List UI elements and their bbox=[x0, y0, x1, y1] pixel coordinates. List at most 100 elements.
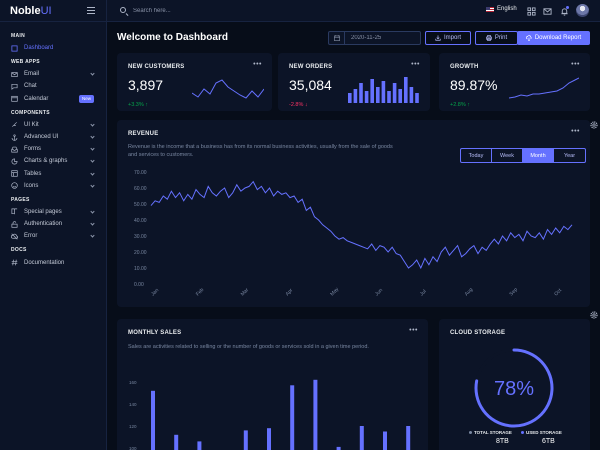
x-tick-label: Mar bbox=[240, 287, 251, 298]
sidebar-item-error[interactable]: Error bbox=[0, 230, 106, 242]
storage-arc bbox=[474, 348, 554, 428]
card-title: NEW CUSTOMERS bbox=[128, 64, 185, 70]
monthly-sales-card: MONTHLY SALES ••• Sales are activities r… bbox=[117, 319, 428, 450]
sales-description: Sales are activities related to selling … bbox=[128, 344, 369, 350]
print-button[interactable]: Print bbox=[475, 31, 518, 45]
sidebar-item-authentication[interactable]: Authentication bbox=[0, 218, 106, 230]
import-label: Import bbox=[443, 35, 461, 41]
smile-icon bbox=[11, 182, 18, 189]
y-tick-label: 60.00 bbox=[134, 186, 147, 192]
main-content: Welcome to Dashboard Import Print Downlo… bbox=[107, 22, 600, 450]
period-month-button[interactable]: Month bbox=[523, 149, 554, 162]
sales-bar bbox=[174, 434, 179, 450]
brand[interactable]: NobleUI bbox=[0, 0, 106, 22]
used-storage-value: 6TB bbox=[542, 438, 555, 445]
sidebar-item-dashboard[interactable]: Dashboard bbox=[0, 42, 106, 54]
sidebar-item-label: UI Kit bbox=[24, 121, 39, 128]
sidebar-item-ui-kit[interactable]: UI Kit bbox=[0, 119, 106, 131]
arrow-up-icon: ↑ bbox=[467, 102, 471, 108]
user-avatar[interactable] bbox=[576, 4, 589, 17]
page-title: Welcome to Dashboard bbox=[117, 32, 228, 43]
search-icon bbox=[120, 7, 126, 13]
import-button[interactable]: Import bbox=[425, 31, 471, 45]
book-icon bbox=[11, 208, 18, 215]
settings-gear-icon[interactable] bbox=[589, 310, 599, 320]
chevron-down-icon bbox=[90, 122, 95, 127]
customers-sparkline-line bbox=[192, 79, 264, 99]
sidebar-item-label: Chat bbox=[24, 83, 37, 90]
sidebar-item-documentation[interactable]: Documentation bbox=[0, 256, 106, 268]
revenue-card: REVENUE ••• Revenue is the income that a… bbox=[117, 120, 590, 307]
sidebar-item-special-pages[interactable]: Special pages bbox=[0, 206, 106, 218]
monthly-sales-chart: 160 140 120 100 bbox=[129, 379, 411, 450]
sidebar-item-charts-graphs[interactable]: Charts & graphs bbox=[0, 155, 106, 167]
y-tick-label: 0.00 bbox=[134, 282, 144, 288]
order-bar bbox=[404, 77, 408, 103]
sidebar-item-forms[interactable]: Forms bbox=[0, 143, 106, 155]
nav-section-title: COMPONENTS bbox=[11, 109, 50, 116]
settings-gear-icon[interactable] bbox=[589, 120, 599, 130]
sidebar: NobleUI MAIN Dashboard WEB APPS Email Chat Ca… bbox=[0, 0, 107, 450]
more-icon[interactable]: ••• bbox=[253, 61, 262, 68]
legend-dot bbox=[521, 431, 524, 434]
stat-value: 35,084 bbox=[289, 77, 332, 93]
us-flag-icon bbox=[486, 6, 494, 12]
chevron-down-icon bbox=[90, 221, 95, 226]
sidebar-item-calendar[interactable]: Calendar New bbox=[0, 93, 106, 105]
y-tick-label: 120 bbox=[129, 424, 137, 429]
stat-value: 89.87% bbox=[450, 77, 498, 93]
chevron-down-icon bbox=[90, 71, 95, 76]
period-year-button[interactable]: Year bbox=[563, 152, 576, 159]
more-icon[interactable]: ••• bbox=[571, 61, 580, 68]
period-week-button[interactable]: Week bbox=[492, 149, 523, 162]
sidebar-item-email[interactable]: Email bbox=[0, 68, 106, 80]
apps-grid-icon[interactable] bbox=[526, 6, 536, 16]
y-tick-label: 40.00 bbox=[134, 218, 147, 224]
sidebar-item-label: Dashboard bbox=[24, 45, 54, 52]
y-tick-label: 140 bbox=[129, 402, 137, 407]
stat-value: 3,897 bbox=[128, 77, 164, 93]
feather-icon bbox=[11, 121, 18, 128]
period-today-button[interactable]: Today bbox=[461, 149, 492, 162]
date-picker[interactable] bbox=[328, 31, 421, 45]
sidebar-item-chat[interactable]: Chat bbox=[0, 80, 106, 92]
mail-icon[interactable] bbox=[542, 6, 552, 16]
cloud-off-icon bbox=[11, 233, 18, 240]
date-input[interactable] bbox=[345, 35, 419, 41]
sales-bar bbox=[243, 430, 248, 450]
y-tick-label: 10.00 bbox=[134, 266, 147, 272]
printer-icon bbox=[486, 35, 492, 41]
download-report-button[interactable]: Download Report bbox=[517, 31, 590, 45]
revenue-chart: 70.00 60.00 50.00 40.00 30.00 20.00 10.00 0.00 J… bbox=[134, 170, 573, 298]
order-bar bbox=[359, 83, 363, 103]
more-icon[interactable]: ••• bbox=[411, 61, 420, 68]
chevron-down-icon bbox=[90, 158, 95, 163]
inbox-icon bbox=[11, 146, 18, 153]
sidebar-item-label: Calendar bbox=[24, 95, 49, 102]
sidebar-item-label: Charts & graphs bbox=[24, 158, 68, 165]
language-selector[interactable]: English bbox=[486, 6, 517, 12]
sales-bar bbox=[313, 379, 318, 450]
sidebar-item-tables[interactable]: Tables bbox=[0, 168, 106, 180]
menu-toggle-icon[interactable] bbox=[87, 7, 95, 14]
search-input[interactable] bbox=[133, 5, 293, 17]
brand-logo[interactable]: NobleUI bbox=[10, 4, 52, 17]
topbar: English bbox=[107, 0, 600, 22]
storage-percent: 78% bbox=[494, 378, 534, 400]
print-label: Print bbox=[494, 35, 508, 41]
chevron-down-icon bbox=[90, 146, 95, 151]
revenue-line bbox=[150, 180, 573, 270]
hash-icon bbox=[11, 259, 18, 266]
stat-change: +2.8% ↑ bbox=[450, 102, 471, 108]
calendar-icon bbox=[11, 95, 18, 102]
order-bar bbox=[387, 91, 391, 103]
sidebar-item-advanced-ui[interactable]: Advanced UI bbox=[0, 131, 106, 143]
download-icon bbox=[435, 35, 441, 41]
bell-icon[interactable] bbox=[559, 6, 569, 16]
more-icon[interactable]: ••• bbox=[409, 327, 418, 334]
more-icon[interactable]: ••• bbox=[571, 128, 580, 135]
sales-bar bbox=[197, 441, 202, 450]
calendar-icon[interactable] bbox=[329, 32, 345, 44]
sidebar-item-icons[interactable]: Icons bbox=[0, 180, 106, 192]
box-icon bbox=[11, 45, 18, 52]
